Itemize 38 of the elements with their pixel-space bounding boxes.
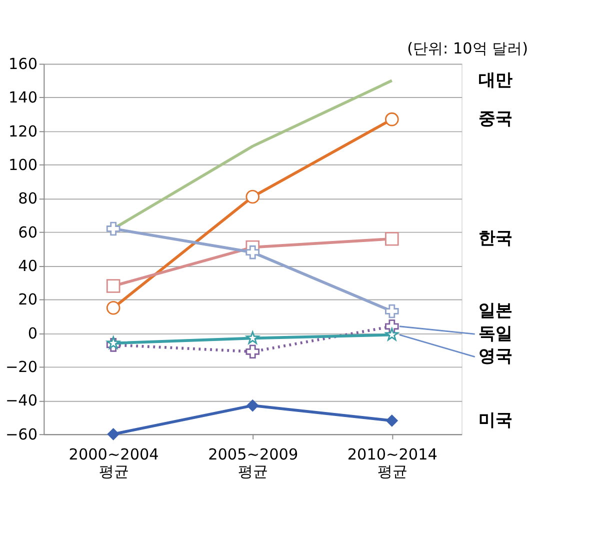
y-tick-label: −20 xyxy=(5,358,38,376)
x-tick-label: 2000~2004 평균 xyxy=(68,445,159,480)
y-tick-label: 60 xyxy=(18,223,38,242)
point xyxy=(385,232,399,246)
y-tick-label: −40 xyxy=(5,392,38,410)
point xyxy=(246,245,260,260)
point xyxy=(385,112,399,126)
y-tick-label: 120 xyxy=(8,122,38,140)
text: 미국 xyxy=(478,410,513,430)
y-tick-label: 40 xyxy=(18,257,38,276)
text: 중국 xyxy=(478,109,513,130)
text: (단위: 10억 달러) xyxy=(407,39,528,58)
point xyxy=(385,304,399,318)
point xyxy=(106,279,120,293)
y-tick-label: 140 xyxy=(8,88,38,107)
text: 일본 xyxy=(478,300,513,321)
y-tick-label: 80 xyxy=(18,190,38,208)
point xyxy=(246,331,260,344)
point xyxy=(246,190,260,204)
text: 대만 xyxy=(478,70,513,90)
x-tick-label: 2005~2009 평균 xyxy=(208,445,298,480)
x-tick-label: 2010~2014 평균 xyxy=(347,445,438,480)
y-tick-label: 100 xyxy=(8,156,38,174)
y-tick-label: 160 xyxy=(8,54,38,73)
text: 영국 xyxy=(478,346,513,367)
y-tick-label: 20 xyxy=(18,290,38,309)
point xyxy=(385,328,398,341)
text: 독일 xyxy=(478,324,513,344)
point xyxy=(246,399,259,412)
point xyxy=(106,300,120,315)
point xyxy=(106,222,120,236)
y-tick-label: −60 xyxy=(5,425,38,444)
point xyxy=(246,344,260,359)
point xyxy=(106,336,120,349)
y-tick-label: 0 xyxy=(28,324,38,342)
point xyxy=(107,428,120,440)
point xyxy=(386,414,398,427)
text: 한국 xyxy=(478,228,513,249)
